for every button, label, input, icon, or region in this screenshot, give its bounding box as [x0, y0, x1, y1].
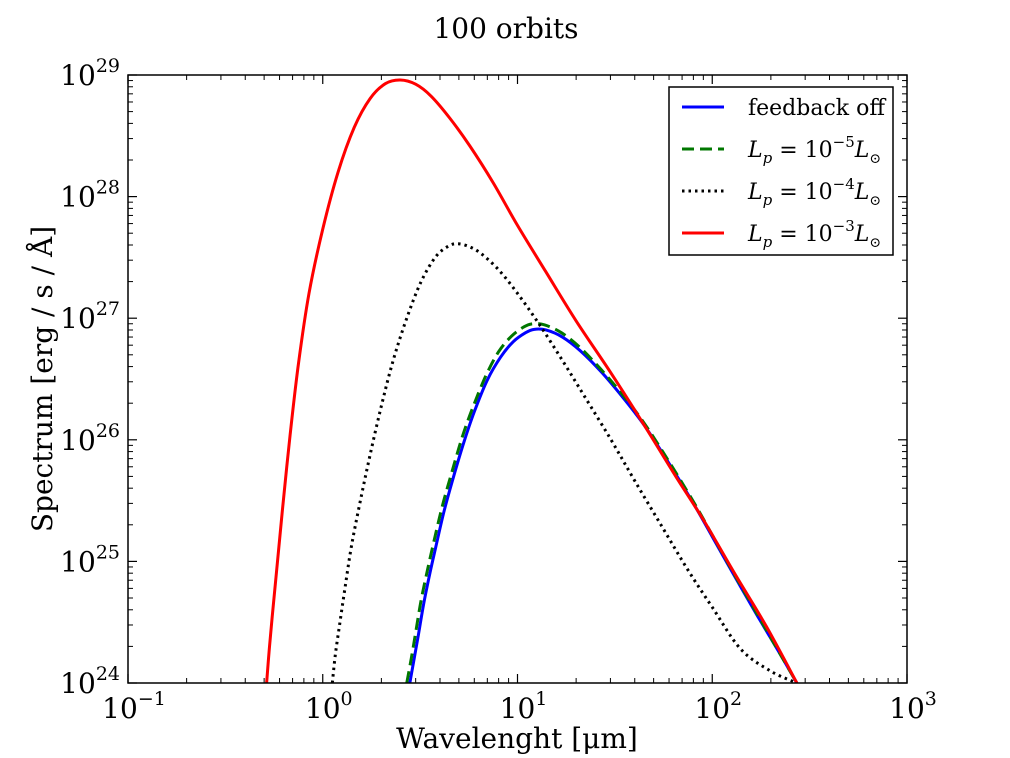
legend-box [668, 86, 894, 256]
y-tick-label-2: 1026 [60, 420, 120, 457]
series-line-4 [265, 78, 799, 683]
y-axis: 1024 1025 1026 1027 1028 1029 [60, 55, 907, 700]
chart-title: 100 orbits [433, 12, 578, 45]
y-tick-label-4: 1028 [60, 177, 120, 214]
legend-label-3: Lp = 10−4L⊙ [747, 175, 881, 209]
x-tick-label-3: 102 [694, 688, 742, 725]
y-tick-label-0: 1024 [60, 663, 120, 700]
y-axis-title: Spectrum [erg / s / Å] [26, 226, 59, 532]
y-tick-label-5: 1029 [60, 55, 120, 92]
y-tick-label-3: 1027 [60, 298, 120, 335]
legend: feedback off Lp = 10−5L⊙ Lp = 10−4L⊙ Lp = 1… [668, 86, 894, 256]
x-axis: 10−1 100 101 102 103 [102, 75, 937, 725]
x-tick-label-4: 103 [889, 688, 937, 725]
series-group [265, 78, 799, 683]
x-tick-label-0: 10−1 [102, 688, 166, 725]
legend-label-4: Lp = 10−3L⊙ [747, 217, 881, 251]
legend-label-1: feedback off [748, 96, 886, 121]
x-tick-label-1: 100 [305, 688, 353, 725]
x-tick-label-2: 101 [500, 688, 548, 725]
y-tick-label-1: 1025 [60, 541, 120, 578]
legend-label-2: Lp = 10−5L⊙ [747, 133, 881, 167]
x-axis-title: Wavelenght [μm] [396, 722, 638, 755]
